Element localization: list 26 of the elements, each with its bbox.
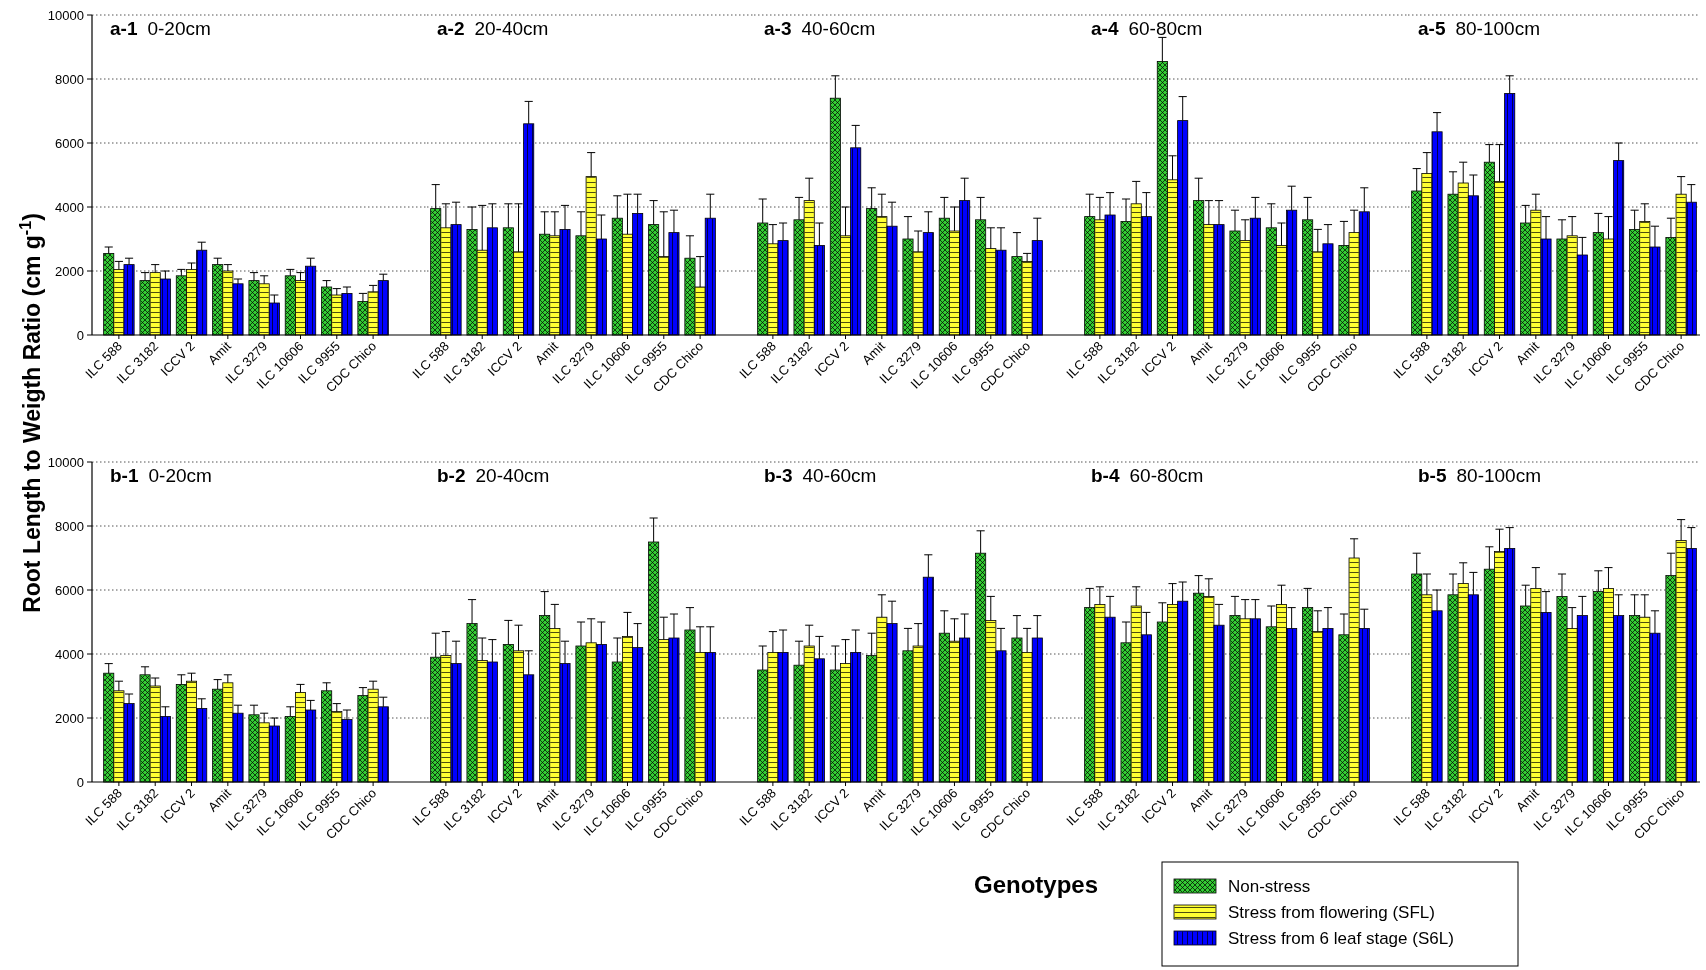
y-tick-label: 8000: [55, 518, 84, 534]
chart-title: b-5 80-100cm: [1418, 465, 1541, 486]
chart-title: b-4 60-80cm: [1091, 465, 1204, 486]
chart-title: b-1 0-20cm: [110, 465, 212, 486]
chart-title: a-4 60-80cm: [1091, 18, 1203, 39]
chart-title: a-1 0-20cm: [110, 18, 211, 39]
y-tick-label: 10000: [47, 454, 84, 470]
chart-title: a-2 20-40cm: [437, 18, 549, 39]
legend-label: Stress from 6 leaf stage (S6L): [1228, 928, 1454, 948]
y-tick-label: 2000: [55, 263, 84, 279]
legend-label: Non-stress: [1228, 876, 1311, 896]
y-tick-label: 10000: [47, 7, 84, 23]
y-tick-label: 0: [76, 327, 84, 343]
y-tick-label: 8000: [55, 71, 84, 87]
chart-title: b-3 40-60cm: [764, 465, 877, 486]
chart-title: a-3 40-60cm: [764, 18, 876, 39]
chart-title: b-2 20-40cm: [437, 465, 550, 486]
y-tick-label: 0: [76, 774, 84, 790]
y-tick-label: 4000: [55, 646, 84, 662]
y-tick-label: 4000: [55, 199, 84, 215]
x-axis-title: Genotypes: [973, 871, 1099, 898]
legend-label: Stress from flowering (SFL): [1228, 902, 1435, 922]
y-tick-label: 2000: [55, 710, 84, 726]
y-tick-label: 6000: [55, 582, 84, 598]
y-tick-label: 6000: [55, 135, 84, 151]
chart-title: a-5 80-100cm: [1418, 18, 1540, 39]
